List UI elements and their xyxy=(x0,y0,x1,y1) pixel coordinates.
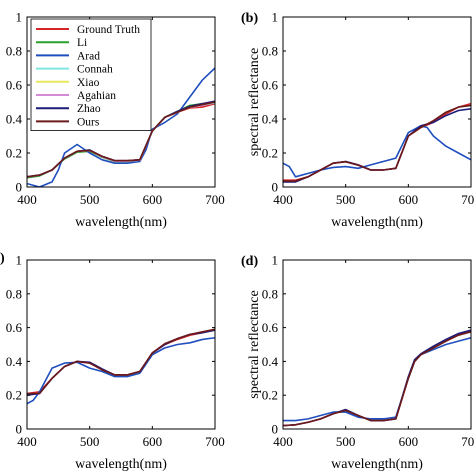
axes-box xyxy=(26,16,216,188)
y-tick-label: 0.2 xyxy=(6,146,22,161)
y-tick-label: 0.2 xyxy=(262,388,278,403)
series-line-zhao xyxy=(283,108,471,183)
y-tick-label: 0.6 xyxy=(6,78,23,93)
y-tick-label: 0.8 xyxy=(6,286,22,301)
x-tick-label: 600 xyxy=(143,192,163,207)
x-tick-label: 700 xyxy=(205,192,225,207)
series-line-arad xyxy=(27,336,215,405)
x-tick-label: 500 xyxy=(80,192,100,207)
legend-entry: Ours xyxy=(77,116,100,128)
chart-panel-1: 400 500 600 700 0 0.2 0.4 0.6 0.8 1 wavelength(nm)… xyxy=(6,10,225,231)
panel-label: (b) xyxy=(241,11,258,26)
y-tick-label: 0.4 xyxy=(262,354,279,369)
series-group xyxy=(283,102,471,183)
x-axis-label: wavelength(nm) xyxy=(331,215,423,230)
y-tick-label: 1 xyxy=(272,10,279,25)
x-tick-label: 700 xyxy=(461,434,474,449)
legend-entry: Connah xyxy=(77,64,113,76)
legend-entry: Li xyxy=(77,37,87,49)
panel-label: (d) xyxy=(241,254,258,269)
y-tick-label: 1 xyxy=(272,253,279,268)
x-tick-label: 400 xyxy=(17,434,37,449)
y-tick-label: 1 xyxy=(16,253,23,268)
legend-box xyxy=(30,18,152,131)
series-line-arad xyxy=(283,125,471,178)
x-axis-label: wavelength(nm) xyxy=(331,457,423,472)
x-tick-label: 600 xyxy=(399,434,419,449)
y-axis-label: spectral reflectance xyxy=(247,48,262,156)
x-tick-label: 500 xyxy=(336,434,356,449)
y-tick-label: 0.8 xyxy=(262,44,278,59)
x-axis-label: wavelength(nm) xyxy=(75,457,167,472)
legend-entry: Agahian xyxy=(77,90,116,102)
y-tick-label: 0.4 xyxy=(6,112,23,127)
chart-panel-3: 400 500 600 700 0 0.2 0.4 0.6 0.8 1 wavelength(nm)… xyxy=(0,251,225,472)
y-tick-label: 1 xyxy=(16,10,23,25)
y-tick-label: 0 xyxy=(272,180,279,195)
legend-entry: Xiao xyxy=(77,77,100,89)
legend-entry: Arad xyxy=(77,50,100,62)
y-tick-label: 0.8 xyxy=(262,286,278,301)
series-line-zhao xyxy=(283,329,471,427)
y-tick-label: 0.6 xyxy=(6,320,23,335)
axes-box xyxy=(282,16,472,188)
series-line-ours xyxy=(283,331,471,427)
legend-entry: Zhao xyxy=(77,103,101,115)
series-line-ground-truth xyxy=(27,328,215,395)
y-tick-label: 0.4 xyxy=(262,112,279,127)
series-line-zhao xyxy=(27,329,215,396)
series-group xyxy=(283,329,471,427)
axes-box xyxy=(26,259,216,430)
y-tick-label: 0.2 xyxy=(262,146,278,161)
y-tick-label: 0.6 xyxy=(262,320,279,335)
y-tick-label: 0 xyxy=(16,180,23,195)
series-group xyxy=(27,328,215,405)
x-axis-label: wavelength(nm) xyxy=(75,215,167,230)
y-tick-label: 0.4 xyxy=(6,354,23,369)
y-tick-label: 0 xyxy=(16,422,23,437)
chart-panel-2: 400 500 600 700 0 0.2 0.4 0.6 0.8 1 wavelength(nm)… xyxy=(241,10,474,231)
panel-label: ) xyxy=(0,251,5,266)
axes-box xyxy=(282,259,472,430)
series-line-ours xyxy=(27,328,215,395)
y-tick-label: 0.2 xyxy=(6,388,22,403)
x-tick-label: 400 xyxy=(17,192,37,207)
x-tick-label: 400 xyxy=(273,192,293,207)
x-tick-label: 500 xyxy=(80,434,100,449)
series-line-arad xyxy=(283,336,471,422)
x-tick-label: 600 xyxy=(143,434,163,449)
legend-entry: Ground Truth xyxy=(77,24,140,36)
chart-panel-4: 400 500 600 700 0 0.2 0.4 0.6 0.8 1 wavelength(nm)… xyxy=(241,253,474,473)
series-line-ours xyxy=(283,104,471,182)
y-tick-label: 0 xyxy=(272,422,279,437)
series-line-ours xyxy=(27,101,215,178)
x-tick-label: 700 xyxy=(461,192,474,207)
y-axis-label: spectral reflectance xyxy=(247,290,262,398)
x-tick-label: 700 xyxy=(205,434,225,449)
y-tick-label: 0.6 xyxy=(262,78,279,93)
y-tick-label: 0.8 xyxy=(6,44,22,59)
x-tick-label: 500 xyxy=(336,192,356,207)
x-tick-label: 600 xyxy=(399,192,419,207)
series-group xyxy=(27,67,215,187)
x-tick-label: 400 xyxy=(273,434,293,449)
